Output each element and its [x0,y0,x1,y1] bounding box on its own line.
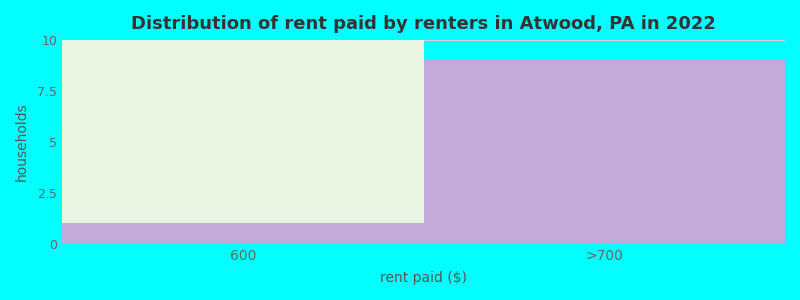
Title: Distribution of rent paid by renters in Atwood, PA in 2022: Distribution of rent paid by renters in … [131,15,716,33]
Y-axis label: households: households [15,103,29,181]
Bar [62,224,423,244]
X-axis label: rent paid ($): rent paid ($) [380,271,467,285]
Bar [62,40,423,224]
Bar [423,61,785,244]
